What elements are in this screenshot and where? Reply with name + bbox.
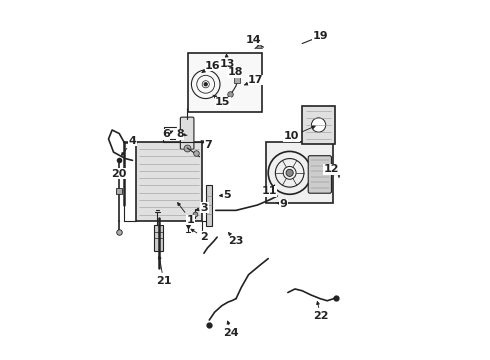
Text: 1: 1 xyxy=(177,203,195,225)
Text: 11: 11 xyxy=(262,185,277,197)
Text: 4: 4 xyxy=(122,136,136,156)
Circle shape xyxy=(204,82,207,86)
Text: 13: 13 xyxy=(220,54,235,69)
Text: 14: 14 xyxy=(246,35,262,46)
Text: 17: 17 xyxy=(245,75,264,85)
Text: 21: 21 xyxy=(156,256,171,286)
Text: 8: 8 xyxy=(176,129,187,139)
Text: 18: 18 xyxy=(227,67,243,78)
Text: 24: 24 xyxy=(223,321,239,338)
FancyBboxPatch shape xyxy=(188,53,262,112)
FancyBboxPatch shape xyxy=(153,225,163,251)
Text: 7: 7 xyxy=(201,140,213,150)
Text: 16: 16 xyxy=(202,61,220,72)
Circle shape xyxy=(312,118,326,132)
Text: 19: 19 xyxy=(313,31,328,41)
FancyBboxPatch shape xyxy=(180,117,194,149)
Text: 5: 5 xyxy=(220,190,231,200)
FancyBboxPatch shape xyxy=(206,185,213,226)
Text: 23: 23 xyxy=(228,233,244,247)
Text: 6: 6 xyxy=(162,129,173,139)
Circle shape xyxy=(286,169,293,176)
FancyBboxPatch shape xyxy=(302,106,335,144)
Text: 22: 22 xyxy=(313,302,328,321)
FancyBboxPatch shape xyxy=(266,142,333,203)
Text: 3: 3 xyxy=(196,203,208,213)
Text: 10: 10 xyxy=(284,126,315,141)
Text: 20: 20 xyxy=(112,168,127,179)
Text: 12: 12 xyxy=(324,164,339,174)
FancyBboxPatch shape xyxy=(308,156,331,193)
Text: 15: 15 xyxy=(213,95,230,107)
FancyBboxPatch shape xyxy=(136,143,202,221)
Text: 9: 9 xyxy=(276,199,288,209)
Text: 2: 2 xyxy=(191,229,207,242)
